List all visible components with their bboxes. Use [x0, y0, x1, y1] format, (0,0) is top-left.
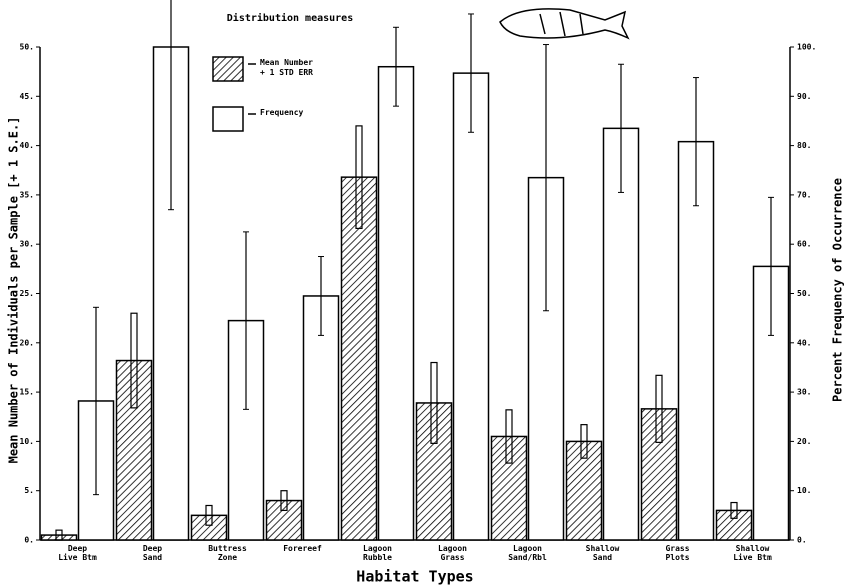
- x-tick-label: Grass Plots: [665, 544, 690, 562]
- y-tick-label: 40.: [20, 141, 34, 150]
- y-tick-label: 20.: [20, 338, 34, 347]
- error-bar: [580, 424, 588, 459]
- y2-tick-label: 50.: [797, 289, 811, 298]
- y-tick-label: 0.: [24, 536, 34, 545]
- bar: [415, 402, 453, 541]
- bar: [715, 509, 753, 541]
- bar: [265, 499, 303, 541]
- error-bar: [430, 361, 438, 444]
- y-tick-label: 30.: [20, 240, 34, 249]
- legend-swatch: [212, 106, 244, 132]
- y2-tick-label: 0.: [797, 536, 807, 545]
- bar: [115, 359, 153, 541]
- bar: [302, 295, 340, 541]
- x-axis-title: Habitat Types: [356, 568, 473, 586]
- x-tick-label: Lagoon Sand/Rbl: [508, 544, 547, 562]
- y2-tick-label: 10.: [797, 486, 811, 495]
- bar: [340, 176, 378, 541]
- x-tick-label: Shallow Sand: [585, 544, 620, 562]
- bar: [677, 140, 715, 541]
- x-tick-label: Deep Sand: [142, 544, 163, 562]
- y2-tick-label: 70.: [797, 190, 811, 199]
- error-bar: [655, 374, 663, 443]
- bar: [640, 408, 678, 541]
- error-bar: [280, 490, 288, 512]
- y2-tick-label: 80.: [797, 141, 811, 150]
- error-bar: [205, 504, 213, 526]
- x-tick-label: Lagoon Rubble: [363, 544, 392, 562]
- x-tick-label: Lagoon Grass: [438, 544, 467, 562]
- x-tick-label: Deep Live Btm: [58, 544, 97, 562]
- bar: [565, 440, 603, 541]
- legend-label: Mean Number + 1 STD ERR: [260, 58, 313, 77]
- y-tick-label: 50.: [20, 43, 34, 52]
- bar: [602, 127, 640, 541]
- bar: [190, 514, 228, 541]
- x-tick-label: Forereef: [283, 544, 322, 553]
- error-bar: [130, 312, 138, 409]
- y2-tick-label: 20.: [797, 437, 811, 446]
- error-bar: [55, 529, 63, 541]
- error-bar: [730, 501, 738, 519]
- y-tick-label: 35.: [20, 190, 34, 199]
- x-tick-label: Shallow Live Btm: [733, 544, 772, 562]
- y-axis-title: Mean Number of Individuals per Sample [+…: [7, 117, 21, 464]
- error-bar: [355, 125, 363, 230]
- y-tick-label: 25.: [20, 289, 34, 298]
- error-bar: [505, 409, 513, 464]
- chart-title: Distribution measures: [227, 12, 353, 24]
- y2-tick-label: 40.: [797, 338, 811, 347]
- x-tick-label: Buttress Zone: [208, 544, 247, 562]
- fish-icon: [499, 8, 630, 40]
- bar: [377, 65, 415, 541]
- y2-axis-title: Percent Frequency of Occurrence: [831, 178, 845, 402]
- y2-tick-label: 90.: [797, 92, 811, 101]
- y-tick-label: 5.: [24, 486, 34, 495]
- y-tick-label: 10.: [20, 437, 34, 446]
- y-tick-label: 45.: [20, 92, 34, 101]
- bar: [40, 534, 78, 541]
- y2-tick-label: 30.: [797, 388, 811, 397]
- legend-label: Frequency: [260, 108, 304, 117]
- y2-tick-label: 60.: [797, 240, 811, 249]
- bar: [452, 72, 490, 541]
- y2-tick-label: 100.: [797, 43, 816, 52]
- bar: [490, 435, 528, 541]
- legend-swatch: [212, 56, 244, 82]
- y-tick-label: 15.: [20, 388, 34, 397]
